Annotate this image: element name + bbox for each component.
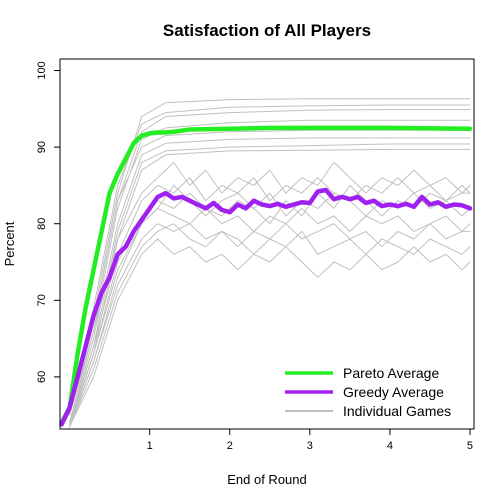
y-tick-label: 90 — [36, 141, 48, 153]
legend: Pareto Average Greedy Average Individual… — [285, 365, 451, 419]
chart-title: Satisfaction of All Players — [163, 21, 371, 40]
y-tick-label: 60 — [36, 371, 48, 383]
x-tick-label: 1 — [147, 440, 153, 452]
game-line-16 — [69, 238, 471, 428]
series-line-pareto-average — [60, 125, 473, 426]
game-line-3 — [69, 104, 471, 409]
x-tick-label: 5 — [467, 440, 473, 452]
game-line-6 — [69, 129, 471, 416]
y-tick-label: 80 — [36, 218, 48, 230]
x-axis: 1 2 3 4 5 — [147, 429, 473, 452]
y-axis-label: Percent — [2, 221, 17, 266]
game-line-14 — [69, 223, 471, 428]
x-tick-label: 4 — [387, 440, 393, 452]
game-line-10 — [69, 161, 471, 416]
x-axis-label: End of Round — [227, 472, 307, 487]
legend-label-individual: Individual Games — [343, 403, 451, 419]
x-tick-label: 3 — [307, 440, 313, 452]
plot-frame — [59, 58, 475, 430]
legend-label-pareto: Pareto Average — [343, 365, 439, 381]
average-lines — [60, 125, 473, 427]
series-line-greedy-average — [60, 187, 473, 427]
y-tick-label: 100 — [36, 61, 48, 79]
legend-label-greedy: Greedy Average — [343, 384, 444, 400]
game-line-8 — [69, 143, 471, 424]
y-tick-label: 70 — [36, 294, 48, 306]
x-tick-label: 2 — [227, 440, 233, 452]
y-axis: 60 70 80 90 100 — [36, 61, 60, 383]
game-line-2 — [69, 98, 471, 416]
